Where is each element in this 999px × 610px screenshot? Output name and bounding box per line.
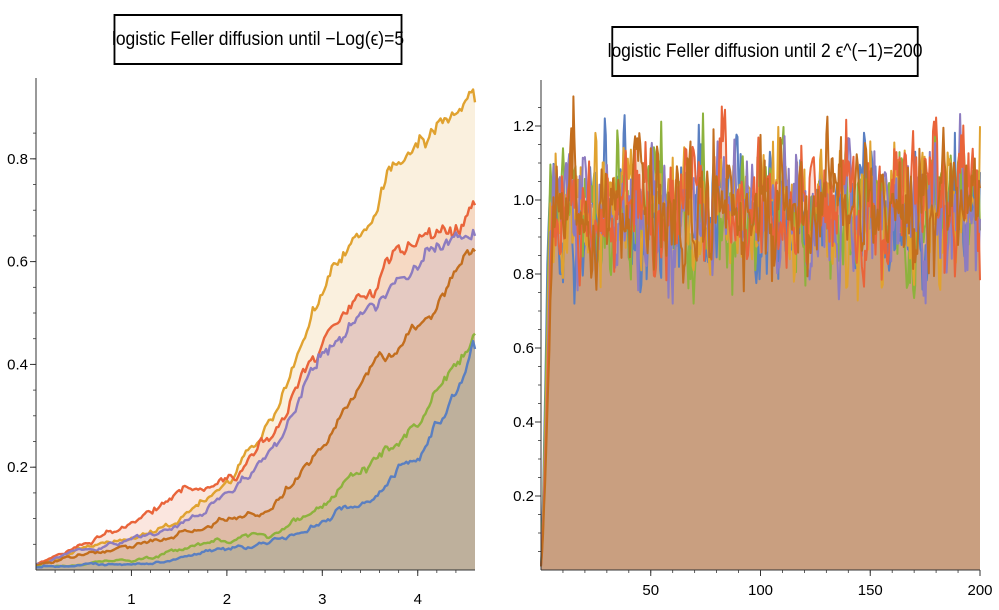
- left-series-line-2: [35, 200, 477, 566]
- left-y-tick-label: 0.4: [7, 356, 28, 373]
- right-y-tick-label: 0.8: [513, 266, 534, 283]
- right-y-tick-label: 0.6: [513, 340, 534, 357]
- left-series-area-6: [36, 341, 475, 570]
- left-x-tick-label: 1: [127, 591, 135, 608]
- right-x-tick-label: 150: [858, 582, 883, 599]
- left-series-area-2: [36, 201, 475, 571]
- left-chart-title: logistic Feller diffusion until −Log(ϵ)=…: [111, 14, 405, 65]
- right-series-lines: [540, 95, 981, 567]
- right-series-line-6: [540, 95, 981, 567]
- left-series-area-5: [36, 333, 475, 570]
- left-series-area-4: [36, 249, 475, 570]
- left-axes: 1 2 3 4 0.2 0.4 0.6 0.8: [7, 78, 475, 608]
- left-x-tick-label: 3: [318, 591, 326, 608]
- right-chart-title: logistic Feller diffusion until 2 ϵ^(−1)…: [608, 26, 922, 77]
- right-x-tick-label: 200: [967, 582, 992, 599]
- left-series-areas: [36, 89, 475, 571]
- left-y-tick-label: 0.6: [7, 254, 28, 271]
- left-series-line-3: [35, 228, 477, 566]
- right-chart-title-text: logistic Feller diffusion until 2 ϵ^(−1)…: [607, 40, 923, 62]
- left-chart-title-text: logistic Feller diffusion until −Log(ϵ)=…: [111, 28, 405, 50]
- left-y-tick-label: 0.8: [7, 151, 28, 168]
- right-axes: 50 100 150 200 0.2 0.4 0.6 0.8 1.0 1.2: [513, 80, 993, 599]
- right-series-area-3: [541, 126, 980, 570]
- left-series-line-4: [35, 247, 476, 567]
- right-y-tick-label: 0.4: [513, 414, 534, 431]
- left-x-tick-label: 4: [414, 591, 422, 608]
- right-y-tick-label: 1.0: [513, 192, 534, 209]
- left-series-area-1: [36, 89, 475, 570]
- right-x-tick-label: 50: [642, 582, 659, 599]
- left-x-tick-label: 2: [223, 591, 231, 608]
- left-y-tick-label: 0.2: [7, 459, 28, 476]
- right-chart: 50 100 150 200 0.2 0.4 0.6 0.8 1.0 1.2: [513, 80, 993, 599]
- right-x-tick-label: 100: [748, 582, 773, 599]
- right-y-tick-label: 0.2: [513, 488, 534, 505]
- left-series-area-3: [36, 230, 475, 570]
- left-series-lines: [35, 88, 477, 569]
- left-chart: 1 2 3 4 0.2 0.4 0.6 0.8: [7, 78, 477, 608]
- right-y-tick-label: 1.2: [513, 118, 534, 135]
- left-series-line-5: [35, 332, 476, 569]
- left-series-line-6: [35, 339, 477, 569]
